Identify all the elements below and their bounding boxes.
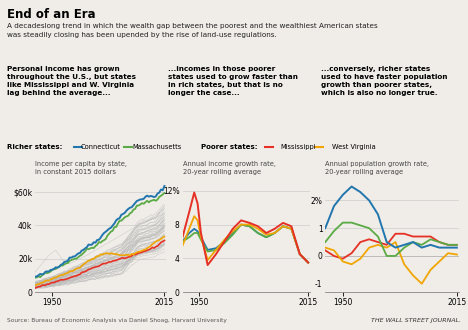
Text: Annual population growth rate,
20-year rolling average: Annual population growth rate, 20-year r… [325, 161, 429, 175]
Text: A decadeslong trend in which the wealth gap between the poorest and the wealthie: A decadeslong trend in which the wealth … [7, 23, 378, 38]
Text: Massachusetts: Massachusetts [132, 144, 182, 150]
Text: End of an Era: End of an Era [7, 8, 95, 21]
Text: Connecticut: Connecticut [81, 144, 121, 150]
Text: Income per capita by state,
in constant 2015 dollars: Income per capita by state, in constant … [35, 161, 127, 175]
Text: Richer states:: Richer states: [7, 144, 62, 150]
Text: THE WALL STREET JOURNAL.: THE WALL STREET JOURNAL. [371, 317, 461, 323]
Text: Mississippi: Mississippi [281, 144, 316, 150]
Text: ...conversely, richer states
used to have faster population
growth than poorer s: ...conversely, richer states used to hav… [321, 66, 447, 96]
Text: Personal income has grown
throughout the U.S., but states
like Mississippi and W: Personal income has grown throughout the… [7, 66, 136, 96]
Text: ...incomes in those poorer
states used to grow faster than
in rich states, but t: ...incomes in those poorer states used t… [168, 66, 299, 96]
Text: Poorer states:: Poorer states: [201, 144, 258, 150]
Text: Annual income growth rate,
20-year rolling average: Annual income growth rate, 20-year rolli… [183, 161, 275, 175]
Text: West Virginia: West Virginia [332, 144, 376, 150]
Text: Source: Bureau of Economic Analysis via Daniel Shoag, Harvard University: Source: Bureau of Economic Analysis via … [7, 317, 227, 323]
